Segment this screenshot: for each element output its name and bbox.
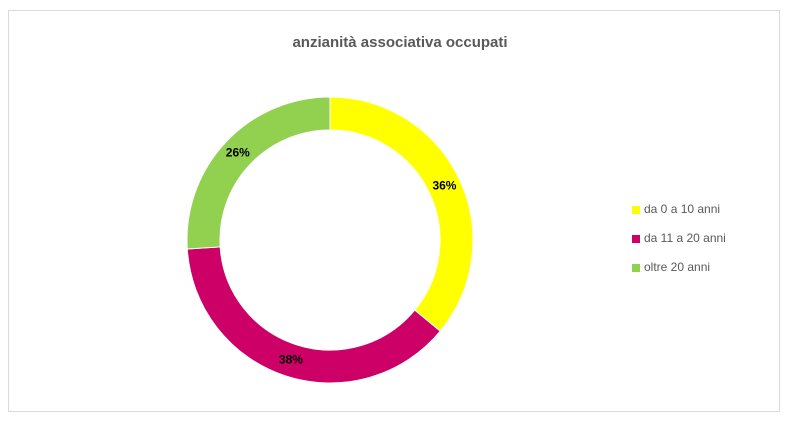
data-label: 26% (226, 146, 250, 160)
legend-label: oltre 20 anni (644, 260, 710, 274)
legend-label: da 11 a 20 anni (644, 231, 726, 245)
data-label: 38% (279, 352, 303, 366)
data-label: 36% (432, 178, 456, 192)
legend-swatch (632, 206, 640, 214)
legend-swatch (632, 264, 640, 272)
legend-swatch (632, 235, 640, 243)
chart-title: anzianità associativa occupati (292, 34, 507, 51)
legend-label: da 0 a 10 anni (644, 202, 720, 216)
donut-slice (186, 96, 331, 250)
